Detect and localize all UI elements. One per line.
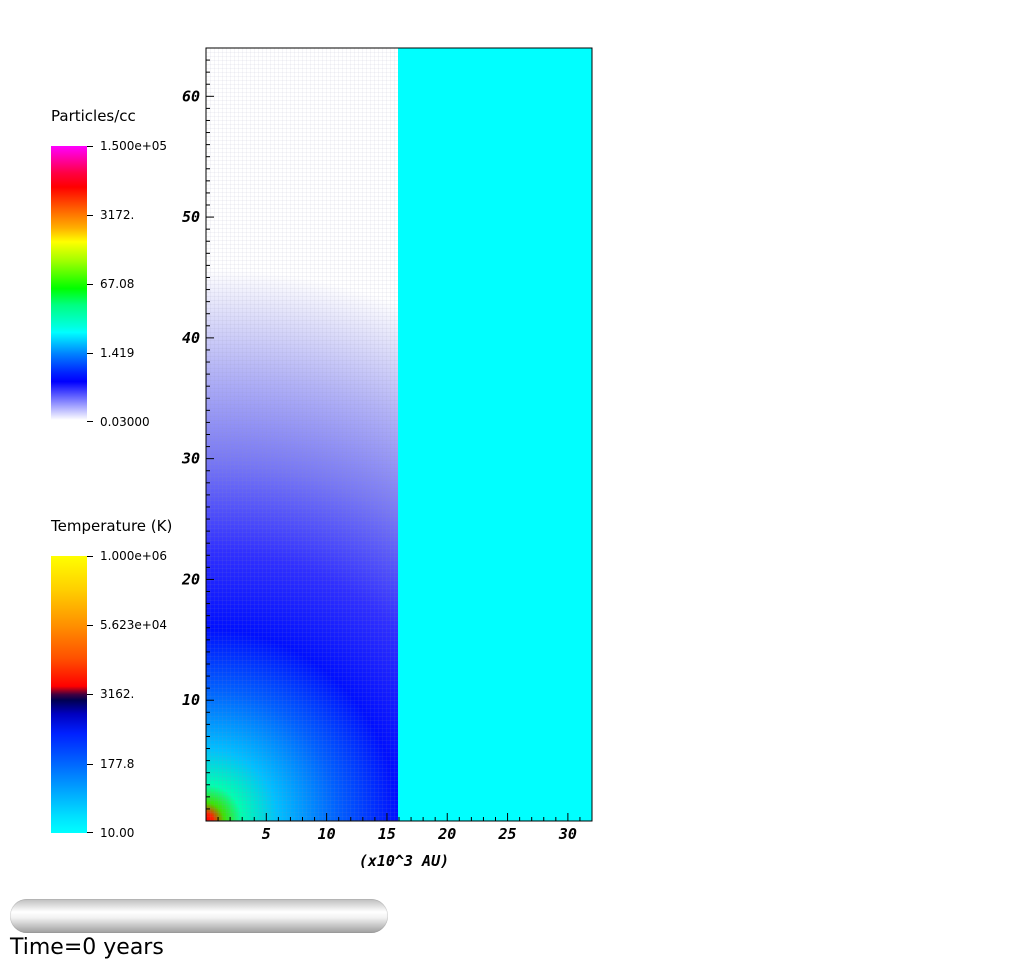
density-tick-label: 3172. xyxy=(100,208,135,222)
temperature-tick-label: 177.8 xyxy=(100,757,135,771)
x-tick-label: 20 xyxy=(437,825,456,843)
temperature-tick-label: 5.623e+04 xyxy=(100,618,168,632)
density-colorbar xyxy=(51,146,87,420)
x-tick-label: 30 xyxy=(558,825,577,843)
temperature-legend-title: Temperature (K) xyxy=(51,517,173,535)
density-tick-label: 67.08 xyxy=(100,277,135,291)
temperature-tick-label: 1.000e+06 xyxy=(100,549,168,563)
density-tick xyxy=(87,284,93,285)
density-tick-label: 1.419 xyxy=(100,346,135,360)
density-tick-label: 0.03000 xyxy=(100,415,150,429)
x-tick-label: 5 xyxy=(262,825,271,843)
temperature-tick xyxy=(87,832,93,833)
temperature-tick xyxy=(87,556,93,557)
density-tick xyxy=(87,421,93,422)
y-tick-label: 30 xyxy=(181,450,200,468)
density-tick xyxy=(87,215,93,216)
x-tick-label: 25 xyxy=(498,825,517,843)
y-tick-label: 50 xyxy=(182,208,200,226)
density-tick-label: 1.500e+05 xyxy=(100,139,168,153)
x-tick-label: 10 xyxy=(318,825,336,843)
y-tick-label: 10 xyxy=(182,691,200,709)
x-axis-label: (x10^3 AU) xyxy=(359,852,449,870)
temperature-tick xyxy=(87,764,93,765)
temperature-colorbar xyxy=(51,556,87,833)
y-tick-label: 60 xyxy=(182,87,200,105)
temperature-tick xyxy=(87,625,93,626)
time-label: Time=0 years xyxy=(10,935,164,960)
density-tick xyxy=(87,353,93,354)
temperature-field xyxy=(398,48,592,821)
temperature-tick xyxy=(87,694,93,695)
density-tick xyxy=(87,146,93,147)
density-legend-title: Particles/cc xyxy=(51,107,136,125)
mesh-grid xyxy=(206,48,398,821)
x-tick-label: 15 xyxy=(378,825,396,843)
temperature-tick-label: 10.00 xyxy=(100,826,135,840)
y-tick-label: 20 xyxy=(181,570,200,588)
temperature-tick-label: 3162. xyxy=(100,687,135,701)
y-tick-label: 40 xyxy=(182,329,200,347)
time-slider[interactable] xyxy=(10,899,388,933)
